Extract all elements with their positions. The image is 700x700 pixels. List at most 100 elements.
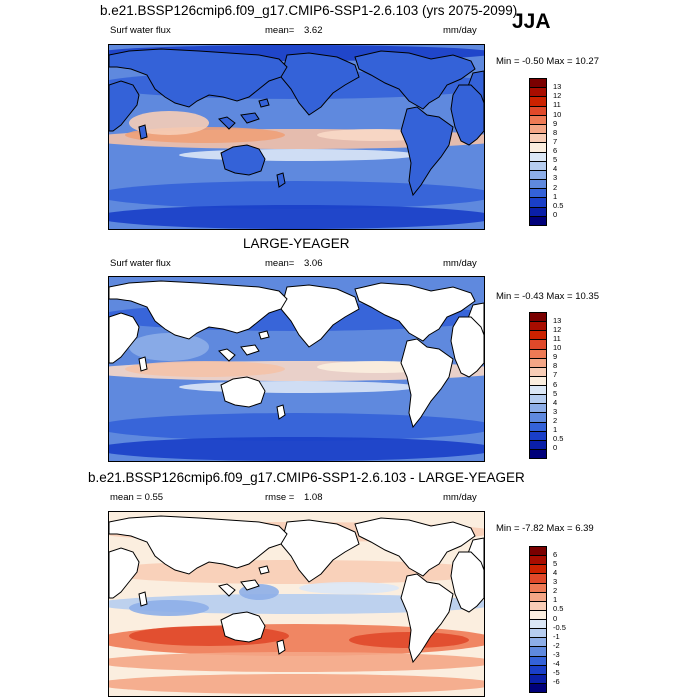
colorbar-swatch (530, 601, 546, 611)
colorbar-tick-label: 5 (553, 155, 558, 165)
colorbar-swatch (530, 322, 546, 332)
colorbar-tick-label: 6 (553, 379, 558, 389)
field-contour (109, 560, 484, 584)
colorbar-swatch (530, 161, 546, 171)
colorbar-swatch (530, 431, 546, 441)
colorbar-swatch (530, 413, 546, 423)
panel-2-mean-label: mean= (265, 258, 295, 269)
colorbar-swatch (530, 556, 546, 566)
continent-outline (280, 52, 360, 116)
colorbar-tick-label: 4 (553, 164, 558, 174)
panel-3-rmse-label: rmse = (265, 492, 295, 503)
continent-outline (220, 376, 266, 408)
panel-3-mean-label: mean = 0.55 (110, 492, 164, 503)
colorbar-tick-label: 8 (553, 127, 558, 137)
colorbar-swatch (530, 404, 546, 414)
colorbar-tick-label: 13 (553, 316, 562, 326)
colorbar-tick-label: -1 (553, 631, 560, 641)
panel-1-colorbar (529, 78, 547, 226)
colorbar-swatch (530, 449, 546, 458)
colorbar-tick-label: 7 (553, 370, 558, 380)
colorbar-tick-label: 6 (553, 146, 558, 155)
colorbar-tick-label: -4 (553, 658, 560, 668)
continent-outline (218, 583, 236, 597)
colorbar-swatch (530, 610, 546, 620)
colorbar-tick-label: 0.5 (553, 433, 564, 443)
colorbar-tick-label: 0 (553, 442, 558, 452)
colorbar-swatch (530, 629, 546, 639)
colorbar-swatch (530, 565, 546, 575)
colorbar-tick-label: 9 (553, 118, 558, 128)
field-contour (109, 437, 484, 461)
colorbar-swatch (530, 198, 546, 208)
continent-outline (258, 98, 270, 108)
colorbar-swatch (530, 143, 546, 153)
colorbar-tick-label: 2 (553, 182, 558, 192)
continent-outline (354, 50, 476, 110)
colorbar-tick-label: 11 (553, 100, 561, 110)
continent-outline (109, 48, 288, 108)
map-plot (109, 277, 484, 461)
colorbar-swatch (530, 638, 546, 648)
colorbar-tick-label: 2 (553, 586, 558, 596)
colorbar-swatch (530, 115, 546, 125)
panel-2-map (108, 276, 485, 462)
colorbar-tick-label: 9 (553, 352, 558, 362)
continent-outline (220, 144, 266, 176)
continent-outline (276, 639, 286, 655)
map-plot (109, 45, 484, 229)
colorbar-swatch (530, 134, 546, 144)
field-contour (109, 181, 484, 209)
colorbar-tick-label: -5 (553, 667, 560, 677)
colorbar-tick-label: 8 (553, 361, 558, 371)
colorbar-swatch (530, 88, 546, 98)
colorbar-tick-label: 12 (553, 91, 562, 101)
colorbar-tick-label: 3 (553, 173, 558, 183)
continent-outline (354, 282, 476, 342)
field-contour (109, 205, 484, 229)
colorbar-swatch (530, 376, 546, 386)
colorbar-swatch (530, 422, 546, 432)
continent-outline (220, 611, 266, 643)
colorbar-swatch (530, 440, 546, 450)
panel-2-minmax: Min = -0.43 Max = 10.35 (496, 291, 599, 302)
panel-1-minmax: Min = -0.50 Max = 10.27 (496, 56, 599, 67)
field-contour (129, 600, 209, 616)
field-contour (109, 652, 484, 672)
continent-outline (400, 573, 454, 664)
colorbar-swatch (530, 367, 546, 377)
continent-outline (240, 112, 260, 124)
continent-outline (400, 106, 454, 197)
continent-outline (109, 547, 140, 599)
colorbar-swatch (530, 547, 546, 557)
colorbar-swatch (530, 395, 546, 405)
continent-outline (218, 116, 236, 130)
colorbar-swatch (530, 358, 546, 368)
panel-1-title: b.e21.BSSP126cmip6.f09_g17.CMIP6-SSP1-2.… (100, 3, 518, 18)
field-contour (125, 361, 285, 377)
continent-outline (109, 515, 288, 575)
colorbar-tick-label: 1 (553, 424, 558, 434)
colorbar-swatch (530, 340, 546, 350)
field-contour (179, 149, 419, 161)
continent-outline (258, 565, 270, 575)
colorbar-swatch (530, 106, 546, 116)
colorbar-tick-label: -0.5 (553, 622, 566, 632)
colorbar-swatch (530, 386, 546, 396)
continent-outline (109, 80, 140, 132)
panel-1-mean-label: mean= (265, 25, 295, 36)
field-contour (129, 333, 209, 361)
colorbar-tick-label: 5 (553, 559, 558, 569)
panel-3-rmse-value: 1.08 (304, 492, 323, 503)
colorbar-swatch (530, 620, 546, 630)
colorbar-swatch (530, 216, 546, 225)
continent-outline (138, 124, 148, 140)
panel-3-minmax: Min = -7.82 Max = 6.39 (496, 523, 594, 534)
field-contour (129, 626, 289, 646)
colorbar-tick-label: 1 (553, 595, 558, 605)
colorbar-swatch (530, 592, 546, 602)
colorbar-tick-label: -2 (553, 640, 560, 650)
colorbar-swatch (530, 674, 546, 684)
colorbar-tick-label: 0.5 (553, 200, 564, 210)
panel-2-mean-value: 3.06 (304, 258, 323, 269)
